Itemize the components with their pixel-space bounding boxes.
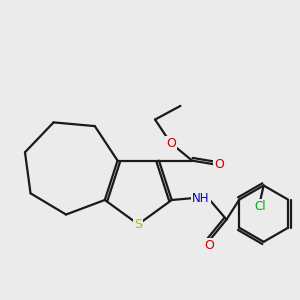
Text: S: S	[134, 218, 142, 231]
Text: O: O	[204, 239, 214, 252]
Text: Cl: Cl	[254, 200, 266, 213]
Text: O: O	[214, 158, 224, 171]
Text: O: O	[166, 136, 175, 149]
Text: NH: NH	[192, 191, 210, 205]
